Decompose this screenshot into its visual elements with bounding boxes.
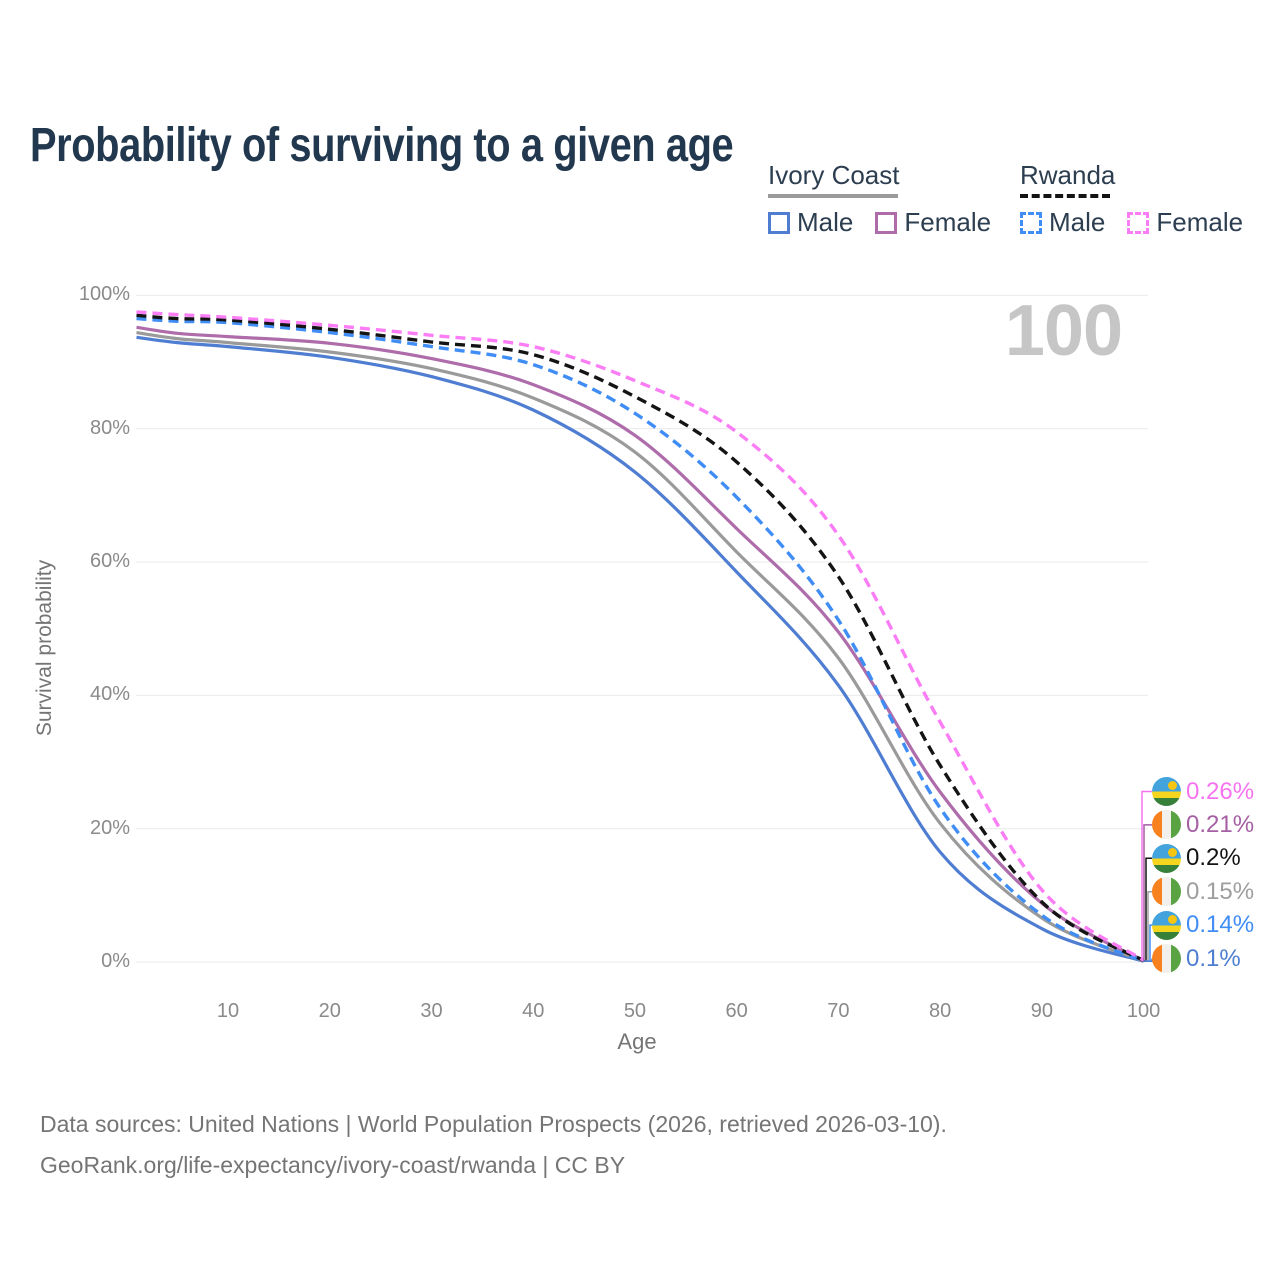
rwanda-dashed-line-swatch [1020, 194, 1110, 198]
end-label-row: 0.21% [1152, 808, 1254, 841]
x-tick-label: 10 [216, 1000, 240, 1022]
y-tick-label: 100% [78, 283, 130, 306]
end-label-value: 0.1% [1186, 944, 1241, 972]
end-label-value: 0.21% [1186, 810, 1255, 838]
legend-item-ivory-coast-male[interactable]: Male [768, 207, 853, 238]
y-axis-title: Survival probability [33, 559, 56, 737]
line-ivory-coast-male[interactable] [136, 335, 1145, 963]
x-tick-label: 90 [1030, 1000, 1053, 1022]
x-tick-label: 70 [827, 1000, 850, 1022]
y-tick-label: 20% [89, 816, 130, 839]
y-tick-label: 40% [89, 683, 130, 706]
footer: Data sources: United Nations | World Pop… [40, 1104, 947, 1186]
legend-item-rwanda-male[interactable]: Male [1020, 207, 1105, 238]
ivory-coast-solid-line-swatch [768, 194, 898, 198]
y-tick-label: 60% [89, 549, 130, 572]
ivory-coast-male-swatch-icon [768, 211, 790, 234]
end-label-row: 0.26% [1152, 775, 1254, 808]
y-tick-label: 0% [101, 950, 130, 972]
end-label-value: 0.15% [1186, 877, 1255, 905]
footer-data-sources: Data sources: United Nations | World Pop… [40, 1111, 947, 1137]
legend-label: Male [797, 207, 854, 237]
ivory-coast-flag-icon [1152, 877, 1181, 907]
ivory-coast-flag-icon [1152, 810, 1181, 840]
rwanda-sun [1168, 914, 1177, 924]
hover-age-watermark: 100 [1004, 291, 1123, 371]
x-tick-label: 50 [623, 1000, 647, 1022]
end-label-value: 0.14% [1186, 911, 1255, 939]
legend-group-rwanda: Rwanda Male Female [1020, 160, 1243, 238]
rwanda-sun [1168, 781, 1177, 790]
x-tick-label: 40 [522, 1000, 545, 1022]
footer-attribution: GeoRank.org/life-expectancy/ivory-coast/… [40, 1152, 626, 1178]
rwanda-flag-icon [1152, 843, 1181, 873]
line-rwanda[interactable] [136, 313, 1145, 963]
page-title: Probability of surviving to a given age [30, 119, 734, 173]
rwanda-flag-icon [1152, 777, 1181, 806]
end-label-row: 0.15% [1152, 875, 1254, 908]
end-label-connector [1141, 790, 1152, 962]
line-rwanda-female[interactable] [136, 310, 1145, 962]
line-rwanda-male[interactable] [136, 316, 1145, 963]
x-tick-label: 60 [725, 1000, 748, 1022]
y-tick-label: 80% [89, 416, 130, 439]
legend-item-ivory-coast-female[interactable]: Female [875, 207, 991, 238]
end-label-value: 0.2% [1186, 844, 1241, 872]
end-label-row: 0.2% [1152, 842, 1241, 875]
line-ivory-coast[interactable] [136, 331, 1145, 963]
rwanda-sun [1168, 847, 1177, 857]
x-tick-label: 80 [929, 1000, 952, 1022]
rwanda-flag-icon [1152, 910, 1181, 940]
legend-label: Female [1156, 207, 1244, 237]
legend-header-rwanda[interactable]: Rwanda [1020, 160, 1116, 190]
x-tick-label: 30 [420, 1000, 443, 1022]
legend-header-ivory-coast[interactable]: Ivory Coast [768, 160, 900, 190]
legend-group-ivory-coast: Ivory Coast Male Female [768, 160, 991, 238]
legend-label: Male [1049, 207, 1106, 237]
legend-label: Female [904, 207, 992, 237]
x-tick-label: 100 [1126, 1000, 1161, 1022]
ivory-coast-flag-icon [1152, 944, 1181, 973]
legend-item-rwanda-female[interactable]: Female [1127, 207, 1243, 238]
line-ivory-coast-female[interactable] [136, 325, 1145, 962]
x-axis-title: Age [617, 1029, 657, 1054]
end-label-value: 0.26% [1186, 777, 1255, 805]
end-label-row: 0.1% [1152, 942, 1241, 975]
rwanda-female-swatch-icon [1127, 211, 1150, 234]
rwanda-male-swatch-icon [1020, 211, 1042, 234]
x-tick-label: 20 [318, 1000, 341, 1022]
end-label-row: 0.14% [1152, 909, 1254, 942]
ivory-coast-female-swatch-icon [875, 211, 898, 234]
